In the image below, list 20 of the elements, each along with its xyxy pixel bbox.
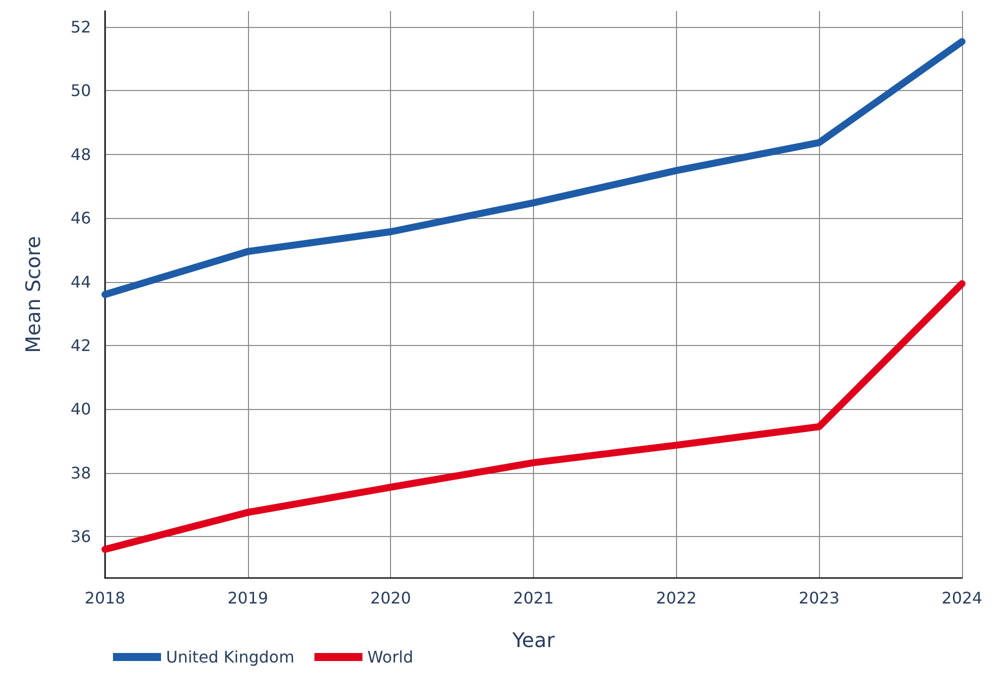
x-tick-label: 2020: [370, 588, 412, 608]
y-tick-label: 44: [70, 272, 91, 292]
legend-label: World: [367, 648, 414, 666]
y-tick-label: 36: [70, 527, 91, 546]
legend-label: United Kingdom: [166, 648, 294, 666]
x-tick-label: 2022: [656, 588, 697, 608]
x-tick-label: 2023: [798, 588, 840, 608]
y-tick-label: 40: [70, 400, 91, 419]
y-tick-label: 50: [70, 81, 91, 100]
y-tick-label: 48: [70, 144, 91, 164]
x-tick-label: 2019: [227, 588, 268, 608]
x-tick-label: 2024: [942, 588, 982, 608]
y-tick-label: 42: [70, 336, 91, 355]
x-axis-title: Year: [511, 628, 556, 652]
x-tick-label: 2021: [513, 588, 554, 608]
x-tick-label: 2018: [84, 588, 126, 608]
y-tick-label: 46: [70, 208, 91, 228]
y-tick-label: 52: [70, 17, 91, 36]
y-tick-label: 38: [70, 463, 91, 482]
y-axis-title: Mean Score: [21, 236, 45, 353]
